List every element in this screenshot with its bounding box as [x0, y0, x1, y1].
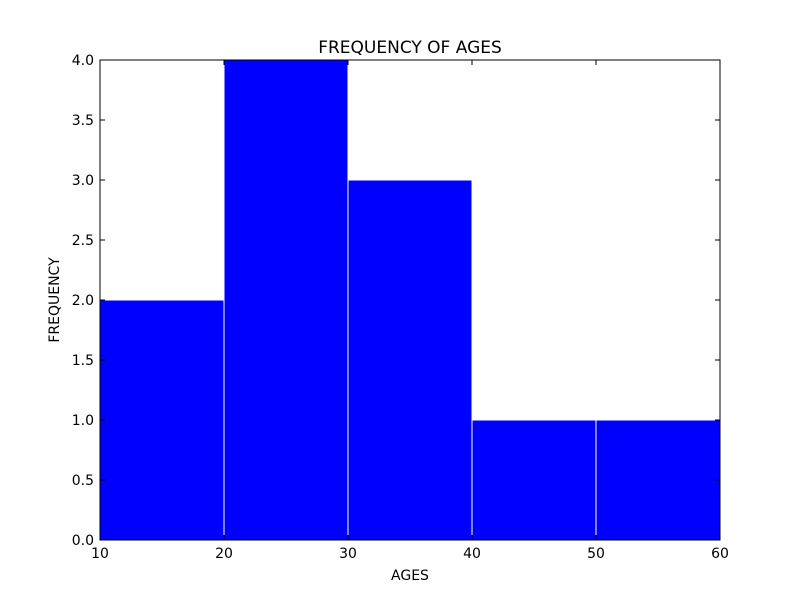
- y-tick-label: 2.5: [72, 233, 94, 249]
- x-tick-label: 60: [711, 546, 729, 562]
- y-axis-label: FREQUENCY: [47, 257, 63, 343]
- y-tick-label: 4.0: [72, 53, 94, 69]
- bars-group: [99, 59, 721, 541]
- bar-40-50: [471, 419, 597, 541]
- y-tick-label: 0.5: [72, 473, 94, 489]
- bar-30-40: [347, 179, 473, 541]
- x-tick-label: 30: [339, 546, 357, 562]
- ticks-group: 10 20 30 40 50 60 0.0 0.5 1.0 1.5 2.0 2.5 3.0 3.5 4.0: [72, 53, 729, 562]
- bar-20-30: [223, 59, 349, 541]
- plot-frame: [99, 59, 721, 541]
- x-axis-label: AGES: [391, 568, 429, 584]
- y-tick-label: 0.0: [72, 533, 94, 549]
- x-tick-label: 40: [463, 546, 481, 562]
- bar-50-60: [595, 419, 721, 541]
- chart-title: FREQUENCY OF AGES: [318, 38, 502, 58]
- y-tick-label: 2.0: [72, 293, 94, 309]
- x-tick-label: 20: [215, 546, 233, 562]
- x-tick-label: 10: [91, 546, 109, 562]
- y-tick-label: 1.0: [72, 413, 94, 429]
- y-tick-label: 3.5: [72, 113, 94, 129]
- x-tick-label: 50: [587, 546, 605, 562]
- y-tick-label: 3.0: [72, 173, 94, 189]
- bar-10-20: [99, 299, 225, 541]
- y-tick-label: 1.5: [72, 353, 94, 369]
